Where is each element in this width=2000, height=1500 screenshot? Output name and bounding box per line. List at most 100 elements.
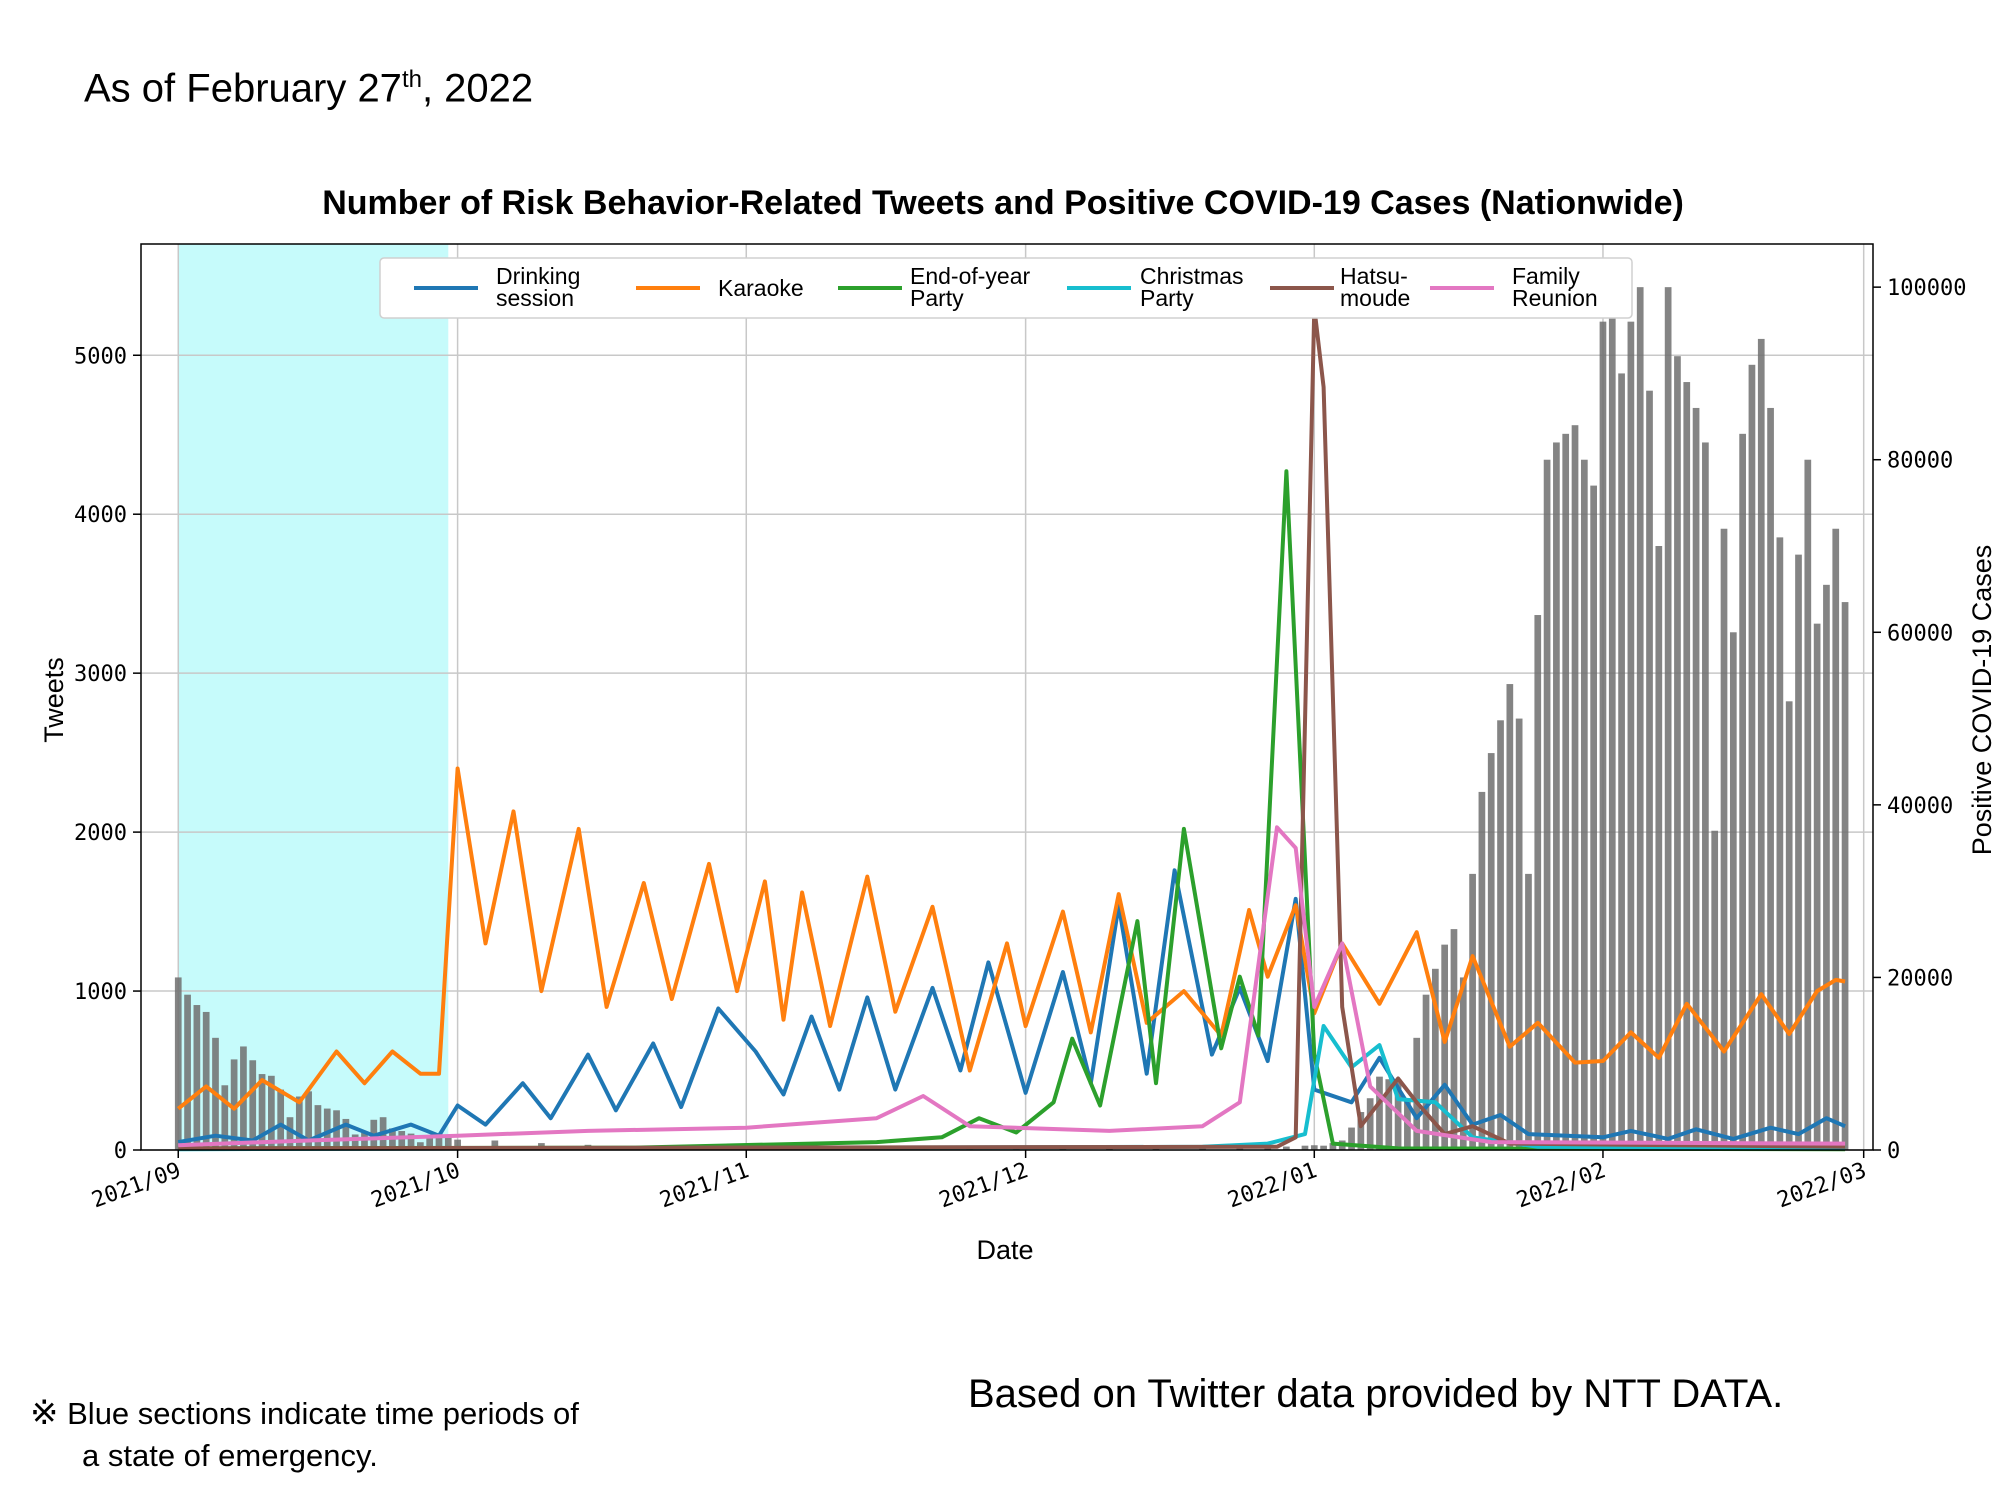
y2-axis-label: Positive COVID-19 Cases <box>1967 545 1997 856</box>
case-bar <box>1515 718 1523 1150</box>
case-bar <box>1199 1148 1206 1150</box>
case-bar <box>407 1133 415 1150</box>
y-tick-label: 1000 <box>74 980 127 1005</box>
note-line-1: Blue sections indicate time periods of <box>67 1396 579 1431</box>
legend-label: Hatsu-moude <box>1340 263 1410 311</box>
case-bar <box>1720 528 1728 1150</box>
y-tick-label: 3000 <box>74 662 127 687</box>
emergency-period <box>178 244 449 1150</box>
legend-box <box>379 257 1633 319</box>
case-bar <box>1674 356 1681 1151</box>
y2-tick-label: 100000 <box>1887 276 1966 301</box>
case-bar <box>1525 873 1532 1150</box>
legend: Drinking session Karaoke End-of-year Party Ch… <box>379 257 1633 319</box>
case-bar <box>1562 433 1570 1150</box>
x-tick-label: 2022/03 <box>1774 1158 1870 1213</box>
y-tick-label: 0 <box>114 1139 127 1164</box>
case-bar <box>1571 425 1579 1150</box>
case-bar <box>1776 537 1784 1150</box>
case-bar <box>1450 929 1458 1150</box>
case-bar <box>1813 623 1821 1150</box>
case-bar <box>1823 584 1830 1150</box>
case-bar <box>230 1059 238 1150</box>
case-bar <box>444 1136 452 1150</box>
x-tick-label: 2022/02 <box>1513 1158 1609 1213</box>
case-bar <box>1757 338 1765 1150</box>
plot-frame <box>140 243 1874 1151</box>
case-bar <box>1590 485 1597 1151</box>
as-of-date: As of February 27th, 2022 <box>84 66 533 111</box>
case-bar <box>1152 1148 1160 1150</box>
x-tick-label: 2021/12 <box>936 1158 1032 1213</box>
y2-tick-label: 80000 <box>1887 449 1953 474</box>
case-bar <box>1739 433 1746 1150</box>
case-bar <box>1441 944 1449 1150</box>
series-line-1 <box>177 868 1846 1145</box>
case-bar <box>277 1089 285 1150</box>
case-bar <box>249 1060 257 1150</box>
case-bar <box>1431 968 1439 1150</box>
case-bar <box>1320 1145 1327 1150</box>
y2-tick-label: 40000 <box>1887 794 1953 819</box>
case-bar <box>1795 554 1802 1150</box>
case-bar <box>1729 632 1737 1150</box>
case-bar <box>1618 373 1625 1150</box>
case-bar <box>286 1117 294 1150</box>
chart-title: Number of Risk Behavior-Related Tweets a… <box>322 184 1684 222</box>
legend-label: Karaoke <box>718 275 804 301</box>
case-bar <box>1636 287 1644 1151</box>
case-bar <box>491 1140 499 1150</box>
case-bar <box>1748 364 1756 1150</box>
case-bar <box>1301 1145 1309 1150</box>
case-bar <box>1832 528 1840 1150</box>
case-bar <box>1469 873 1476 1150</box>
y2-tick-label: 60000 <box>1887 621 1953 646</box>
case-bar <box>1655 546 1663 1150</box>
case-bar <box>323 1108 331 1150</box>
case-bar <box>174 977 182 1150</box>
series-line-6 <box>178 825 1846 1148</box>
y-axis-label: Tweets <box>39 657 69 743</box>
as-of-superscript: th <box>401 66 422 93</box>
case-bar <box>1543 459 1551 1150</box>
case-bar <box>1664 287 1672 1151</box>
y-tick-label: 4000 <box>74 503 127 528</box>
y2-tick-label: 20000 <box>1887 966 1953 991</box>
case-bar <box>1459 977 1467 1150</box>
case-bar <box>221 1085 229 1150</box>
case-bar <box>342 1118 350 1150</box>
case-bar <box>184 994 191 1150</box>
case-bar <box>1357 1112 1365 1150</box>
case-bar <box>1767 407 1774 1150</box>
y-tick-label: 2000 <box>74 821 127 846</box>
x-tick-label: 2021/09 <box>89 1158 185 1213</box>
case-bar <box>202 1011 210 1150</box>
case-bar <box>305 1091 312 1150</box>
case-bar <box>1422 994 1430 1150</box>
tweet-lines <box>176 305 1846 1152</box>
data-source: Based on Twitter data provided by NTT DA… <box>968 1372 1784 1416</box>
case-bar <box>351 1134 359 1150</box>
case-bar <box>1692 407 1700 1150</box>
case-bar <box>1385 1079 1393 1150</box>
x-tick-label: 2021/10 <box>368 1158 464 1213</box>
case-bar <box>1711 830 1719 1150</box>
case-bar <box>1553 442 1560 1150</box>
as-of-prefix: As of February 27 <box>84 66 402 111</box>
legend-label: Christmas Party <box>1140 263 1244 311</box>
case-bar <box>1599 321 1607 1151</box>
case-bar <box>1804 459 1812 1150</box>
series-line-5 <box>178 305 1846 1151</box>
x-axis-label: Date <box>976 1235 1033 1265</box>
case-bar <box>1413 1037 1421 1150</box>
case-bar <box>1366 1098 1374 1150</box>
emergency-note: ※ Blue sections indicate time periods of… <box>30 1392 579 1477</box>
case-bar <box>1329 1143 1337 1150</box>
case-bar <box>1478 791 1486 1150</box>
case-bar <box>258 1074 266 1150</box>
case-bar <box>361 1132 368 1150</box>
note-line-2: a state of emergency. <box>82 1438 378 1473</box>
case-bar <box>1534 615 1542 1150</box>
case-bar <box>1580 459 1588 1150</box>
case-bars <box>174 287 1849 1151</box>
